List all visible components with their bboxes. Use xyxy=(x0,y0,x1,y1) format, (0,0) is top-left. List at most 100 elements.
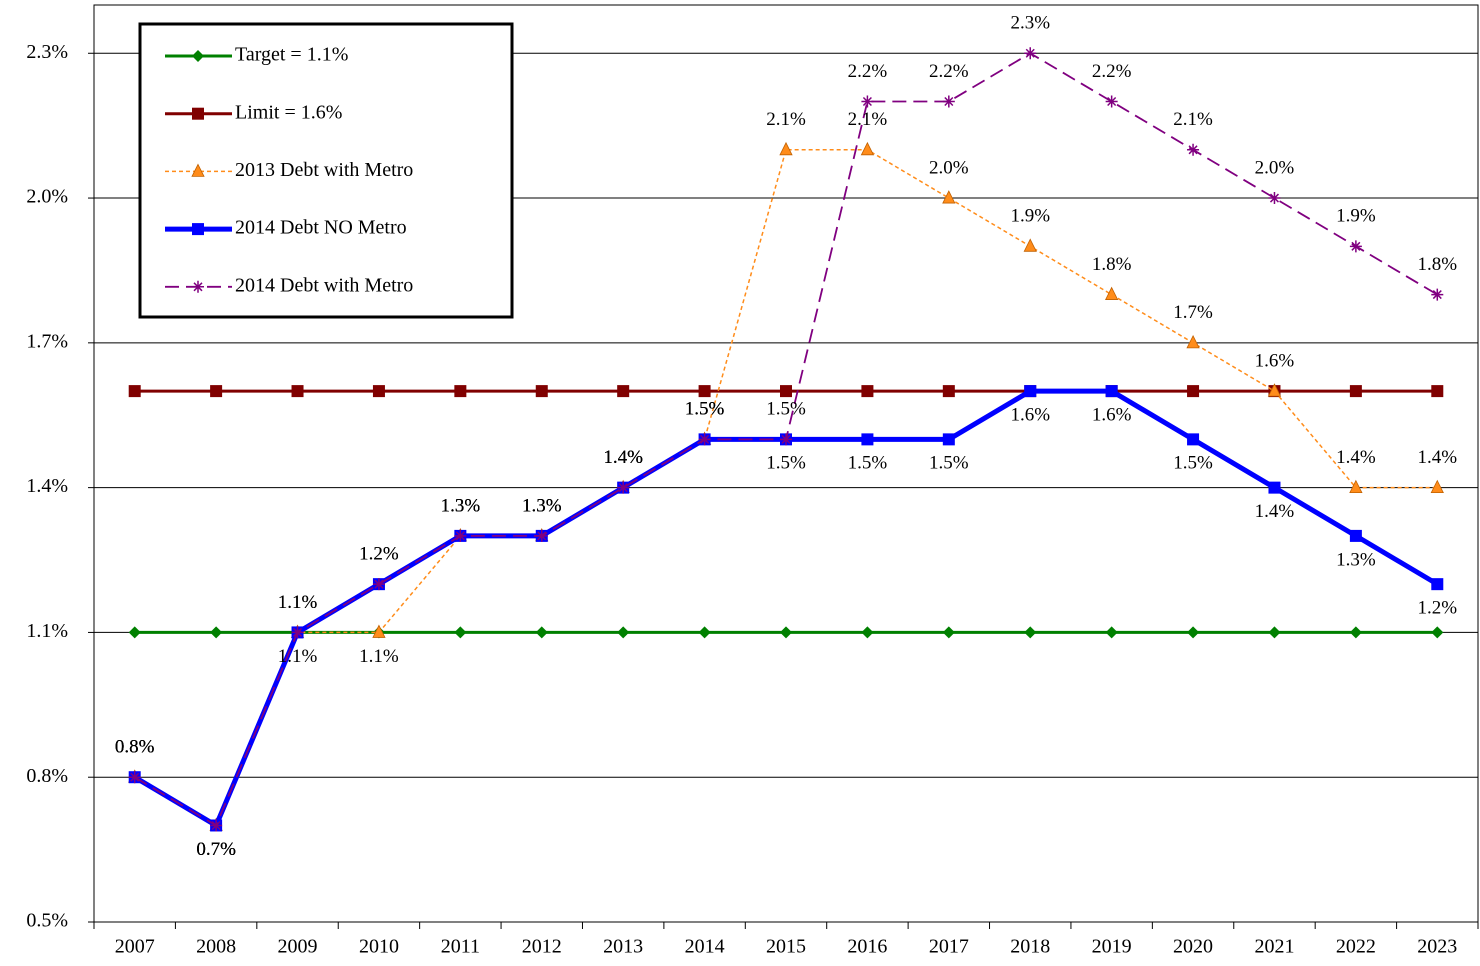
data-label: 1.6% xyxy=(1255,350,1295,371)
marker xyxy=(1268,626,1281,639)
x-tick-label: 2022 xyxy=(1336,936,1376,958)
data-label: 2.3% xyxy=(1010,13,1050,34)
marker xyxy=(1024,626,1037,639)
data-label: 1.3% xyxy=(522,495,562,516)
marker xyxy=(1105,385,1118,398)
data-label: 1.1% xyxy=(278,592,318,613)
marker xyxy=(454,626,467,639)
x-tick-label: 2010 xyxy=(359,936,399,958)
x-tick-label: 2011 xyxy=(441,936,480,958)
x-tick-label: 2009 xyxy=(278,936,318,958)
marker xyxy=(1267,383,1282,397)
data-label: 1.3% xyxy=(522,495,562,516)
data-label: 1.6% xyxy=(1010,404,1050,425)
data-label: 1.2% xyxy=(1418,598,1458,619)
marker xyxy=(698,385,711,398)
marker xyxy=(861,433,874,446)
x-tick-label: 2015 xyxy=(766,936,806,958)
marker xyxy=(1431,385,1444,398)
marker xyxy=(1431,578,1444,591)
data-label: 1.1% xyxy=(278,646,318,667)
data-label: 1.1% xyxy=(359,646,399,667)
data-label: 1.9% xyxy=(1010,206,1050,227)
marker xyxy=(861,626,874,639)
data-label: 1.1% xyxy=(278,592,318,613)
marker xyxy=(698,626,711,639)
x-tick-label: 2012 xyxy=(522,936,562,958)
y-tick-label: 1.1% xyxy=(26,620,68,642)
data-label: 1.4% xyxy=(603,447,643,468)
legend-label: 2014 Debt NO Metro xyxy=(235,217,407,239)
data-label: 1.4% xyxy=(1336,447,1376,468)
marker xyxy=(192,50,204,62)
legend: Target = 1.1% Limit = 1.6% 2013 Debt with … xyxy=(138,22,514,319)
legend-label: Target = 1.1% xyxy=(235,44,348,66)
marker xyxy=(210,385,223,398)
marker xyxy=(617,385,630,398)
data-label: 1.4% xyxy=(1255,501,1295,522)
x-tick-label: 2014 xyxy=(685,936,725,958)
marker xyxy=(1024,47,1037,60)
data-label: 1.3% xyxy=(441,495,481,516)
x-tick-label: 2018 xyxy=(1010,936,1050,958)
marker xyxy=(942,190,956,204)
legend-label: 2014 Debt with Metro xyxy=(235,274,413,296)
data-label: 1.8% xyxy=(1092,254,1132,275)
marker xyxy=(617,626,630,639)
marker xyxy=(372,578,385,591)
data-label: 1.3% xyxy=(441,495,481,516)
marker xyxy=(128,771,141,784)
marker xyxy=(191,163,205,177)
marker xyxy=(617,481,630,494)
data-label: 1.5% xyxy=(685,399,725,420)
marker xyxy=(780,385,792,398)
data-label: 0.7% xyxy=(196,839,236,860)
data-label: 1.5% xyxy=(685,399,725,420)
x-tick-label: 2008 xyxy=(196,936,236,958)
marker xyxy=(861,95,874,108)
data-label: 0.7% xyxy=(196,839,236,860)
marker xyxy=(1431,288,1444,301)
marker xyxy=(535,385,548,398)
marker xyxy=(860,141,875,156)
data-label: 2.1% xyxy=(1173,109,1213,130)
y-tick-label: 1.4% xyxy=(26,475,68,497)
marker xyxy=(128,626,141,639)
marker xyxy=(210,819,223,832)
x-tick-label: 2019 xyxy=(1092,936,1132,958)
marker xyxy=(861,385,874,398)
data-label: 2.2% xyxy=(848,61,888,82)
data-label: 1.5% xyxy=(929,453,969,474)
marker xyxy=(192,280,204,293)
x-tick-label: 2013 xyxy=(603,936,643,958)
x-tick-label: 2021 xyxy=(1254,936,1294,958)
marker xyxy=(210,626,223,639)
marker xyxy=(454,385,467,398)
legend-box xyxy=(138,22,514,319)
y-tick-label: 2.0% xyxy=(26,186,68,208)
marker xyxy=(1186,334,1200,349)
marker xyxy=(1187,385,1200,398)
data-label: 2.2% xyxy=(929,61,969,82)
data-label: 1.8% xyxy=(1418,254,1458,275)
marker xyxy=(1187,143,1200,156)
marker xyxy=(1023,238,1037,252)
data-label: 1.5% xyxy=(766,453,806,474)
data-label: 1.4% xyxy=(1418,447,1458,468)
marker xyxy=(942,626,955,639)
data-label: 1.5% xyxy=(685,399,725,420)
data-label: 2.0% xyxy=(1255,157,1295,178)
marker xyxy=(1431,626,1444,639)
legend-label: 2013 Debt with Metro xyxy=(235,159,413,181)
marker xyxy=(1430,479,1444,494)
marker xyxy=(1105,95,1118,108)
marker xyxy=(942,95,955,108)
marker xyxy=(535,626,548,639)
data-label: 1.9% xyxy=(1336,206,1376,227)
x-tick-label: 2023 xyxy=(1417,936,1457,958)
marker xyxy=(942,385,955,398)
data-label: 0.7% xyxy=(196,839,236,860)
data-label: 1.3% xyxy=(441,495,481,516)
y-tick-label: 0.8% xyxy=(26,765,68,787)
